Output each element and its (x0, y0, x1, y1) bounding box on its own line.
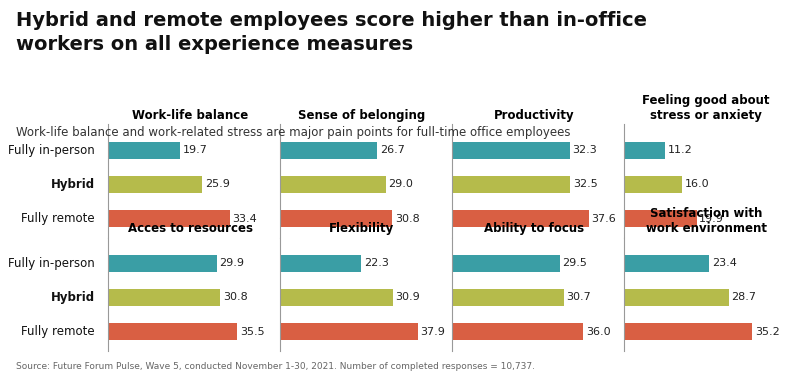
Text: 25.9: 25.9 (205, 179, 230, 189)
Text: 30.8: 30.8 (222, 293, 247, 302)
Text: Satisfaction with
work environment: Satisfaction with work environment (646, 207, 766, 235)
Bar (624, 254, 710, 272)
Text: 32.3: 32.3 (572, 145, 597, 155)
Bar (452, 289, 564, 306)
Text: Fully in-person: Fully in-person (8, 257, 95, 270)
Text: 36.0: 36.0 (586, 327, 610, 337)
Text: 22.3: 22.3 (364, 258, 389, 268)
Text: Fully remote: Fully remote (22, 212, 95, 225)
Text: Fully remote: Fully remote (22, 325, 95, 338)
Bar (624, 323, 752, 340)
Text: 29.5: 29.5 (562, 258, 587, 268)
Bar (280, 176, 386, 193)
Bar (108, 210, 230, 227)
Text: 35.5: 35.5 (240, 327, 265, 337)
Text: Feeling good about
stress or anxiety: Feeling good about stress or anxiety (642, 94, 770, 122)
Text: Acces to resources: Acces to resources (127, 222, 253, 235)
Bar (452, 323, 583, 340)
Bar (624, 141, 665, 159)
Text: 33.4: 33.4 (232, 214, 257, 224)
Text: 37.6: 37.6 (591, 214, 616, 224)
Text: Productivity: Productivity (494, 109, 574, 122)
Text: 26.7: 26.7 (380, 145, 405, 155)
Bar (280, 289, 393, 306)
Text: 29.9: 29.9 (219, 258, 245, 268)
Text: 23.4: 23.4 (712, 258, 737, 268)
Bar (108, 323, 238, 340)
Text: 32.5: 32.5 (573, 179, 598, 189)
Text: Sense of belonging: Sense of belonging (298, 109, 426, 122)
Bar (108, 254, 217, 272)
Text: 11.2: 11.2 (667, 145, 692, 155)
Bar (624, 210, 697, 227)
Text: 30.9: 30.9 (395, 293, 420, 302)
Bar (108, 289, 220, 306)
Bar (280, 210, 392, 227)
Bar (108, 141, 180, 159)
Bar (452, 176, 570, 193)
Bar (108, 176, 202, 193)
Text: 28.7: 28.7 (731, 293, 756, 302)
Text: Source: Future Forum Pulse, Wave 5, conducted November 1-30, 2021. Number of com: Source: Future Forum Pulse, Wave 5, cond… (16, 362, 535, 371)
Text: Ability to focus: Ability to focus (484, 222, 584, 235)
Bar (280, 254, 362, 272)
Bar (624, 289, 729, 306)
Text: Hybrid: Hybrid (50, 291, 95, 304)
Bar (452, 254, 559, 272)
Text: 35.2: 35.2 (755, 327, 779, 337)
Bar (452, 141, 570, 159)
Text: Work-life balance and work-related stress are major pain points for full-time of: Work-life balance and work-related stres… (16, 126, 570, 139)
Text: 37.9: 37.9 (421, 327, 446, 337)
Bar (280, 141, 378, 159)
Text: 19.7: 19.7 (182, 145, 207, 155)
Text: Fully in-person: Fully in-person (8, 144, 95, 156)
Bar (280, 323, 418, 340)
Text: 19.9: 19.9 (699, 214, 724, 224)
Text: Hybrid: Hybrid (50, 178, 95, 191)
Text: 30.8: 30.8 (394, 214, 419, 224)
Bar (624, 176, 682, 193)
Bar (452, 210, 589, 227)
Text: 29.0: 29.0 (388, 179, 413, 189)
Text: Work-life balance: Work-life balance (132, 109, 248, 122)
Text: 30.7: 30.7 (566, 293, 591, 302)
Text: Hybrid and remote employees score higher than in-office
workers on all experienc: Hybrid and remote employees score higher… (16, 11, 647, 54)
Text: 16.0: 16.0 (685, 179, 710, 189)
Text: Flexibility: Flexibility (330, 222, 394, 235)
